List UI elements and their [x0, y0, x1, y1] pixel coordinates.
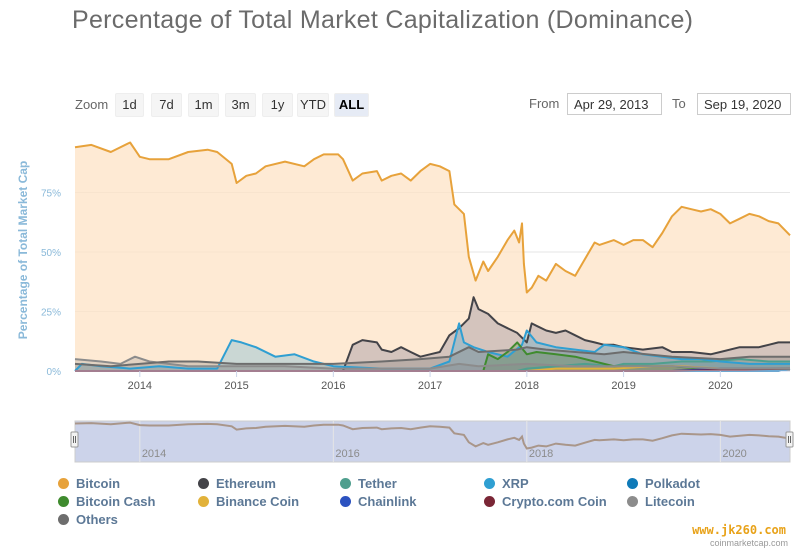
legend-item-crypto-com-coin[interactable]: Crypto.com Coin [484, 494, 607, 509]
legend-item-others[interactable]: Others [58, 512, 118, 527]
legend-label: Bitcoin [76, 476, 121, 491]
legend-item-tether[interactable]: Tether [340, 476, 397, 491]
x-tick-label: 2018 [515, 380, 539, 392]
legend-item-binance-coin[interactable]: Binance Coin [198, 494, 299, 509]
legend-marker-icon [198, 478, 209, 489]
zoom-button-1m[interactable]: 1m [188, 93, 219, 117]
legend-label: XRP [502, 476, 529, 491]
area-binance-coin [75, 366, 790, 371]
x-tick-label: 2020 [708, 380, 732, 392]
y-tick-label: 50% [41, 248, 61, 259]
legend-item-litecoin[interactable]: Litecoin [627, 494, 695, 509]
navigator-tick-label: 2020 [722, 448, 746, 460]
to-label: To [672, 96, 686, 111]
legend-label: Litecoin [645, 494, 695, 509]
legend-item-ethereum[interactable]: Ethereum [198, 476, 276, 491]
legend-marker-icon [484, 496, 495, 507]
chart-title: Percentage of Total Market Capitalizatio… [72, 6, 694, 34]
legend-item-xrp[interactable]: XRP [484, 476, 529, 491]
y-tick-label: 0% [47, 367, 62, 378]
legend-marker-icon [58, 514, 69, 525]
zoom-label: Zoom [75, 97, 109, 112]
navigator-series-line [74, 421, 791, 450]
navigator-tick-label: 2018 [529, 448, 553, 460]
area-bitcoin [75, 142, 790, 371]
legend-marker-icon [340, 478, 351, 489]
to-date-input[interactable]: Sep 19, 2020 [697, 93, 791, 115]
legend-label: Crypto.com Coin [502, 494, 607, 509]
series-line-others[interactable] [74, 346, 790, 368]
navigator-handle-left[interactable] [70, 431, 79, 448]
legend-item-bitcoin-cash[interactable]: Bitcoin Cash [58, 494, 155, 509]
y-tick-label: 25% [41, 308, 61, 319]
legend-label: Polkadot [645, 476, 700, 491]
from-date-input[interactable]: Apr 29, 2013 [567, 93, 662, 115]
legend-marker-icon [627, 496, 638, 507]
x-tick-label: 2016 [321, 380, 345, 392]
zoom-button-all[interactable]: ALL [334, 93, 369, 117]
zoom-button-3m[interactable]: 3m [225, 93, 256, 117]
watermark: www.jk260.com [692, 523, 786, 537]
legend-label: Chainlink [358, 494, 417, 509]
series-line-litecoin[interactable] [74, 355, 790, 370]
zoom-button-ytd[interactable]: YTD [297, 93, 329, 117]
x-tick-label: 2017 [418, 380, 442, 392]
series-line-tether[interactable] [75, 358, 790, 372]
navigator-handle-right[interactable] [785, 431, 794, 448]
credits-link[interactable]: coinmarketcap.com [709, 538, 788, 548]
legend-label: Bitcoin Cash [76, 494, 156, 509]
dominance-chart: 0%25%50%75%2014 2015 2016 2017 2018 2019 2020 … [16, 141, 794, 463]
y-axis-label: Percentage of Total Market Cap [16, 161, 30, 340]
legend-marker-icon [58, 478, 69, 489]
legend-label: Tether [358, 476, 397, 491]
x-tick-label: 2014 [128, 380, 152, 392]
legend-label: Others [76, 512, 118, 527]
legend-marker-icon [58, 496, 69, 507]
legend-item-bitcoin[interactable]: Bitcoin [58, 476, 120, 491]
zoom-button-1y[interactable]: 1y [262, 93, 293, 117]
series-line-bitcoin[interactable] [74, 141, 791, 294]
area-xrp [75, 323, 790, 371]
from-label: From [529, 96, 560, 111]
legend-item-polkadot[interactable]: Polkadot [627, 476, 700, 491]
area-litecoin [75, 356, 790, 371]
legend-marker-icon [340, 496, 351, 507]
legend-label: Binance Coin [216, 494, 300, 509]
legend-item-chainlink[interactable]: Chainlink [340, 494, 417, 509]
x-tick-label: 2019 [611, 380, 635, 392]
legend-marker-icon [484, 478, 495, 489]
x-tick-label: 2015 [224, 380, 248, 392]
legend-marker-icon [627, 478, 638, 489]
zoom-button-1d[interactable]: 1d [115, 93, 144, 117]
legend-label: Ethereum [216, 476, 276, 491]
y-tick-label: 75% [41, 189, 61, 200]
navigator[interactable]: 2014 2016 2018 2020 [70, 420, 794, 463]
zoom-button-7d[interactable]: 7d [151, 93, 182, 117]
navigator-tick-label: 2014 [142, 448, 166, 460]
legend-marker-icon [198, 496, 209, 507]
navigator-tick-label: 2016 [335, 448, 359, 460]
navigator-mask[interactable] [74, 420, 791, 463]
